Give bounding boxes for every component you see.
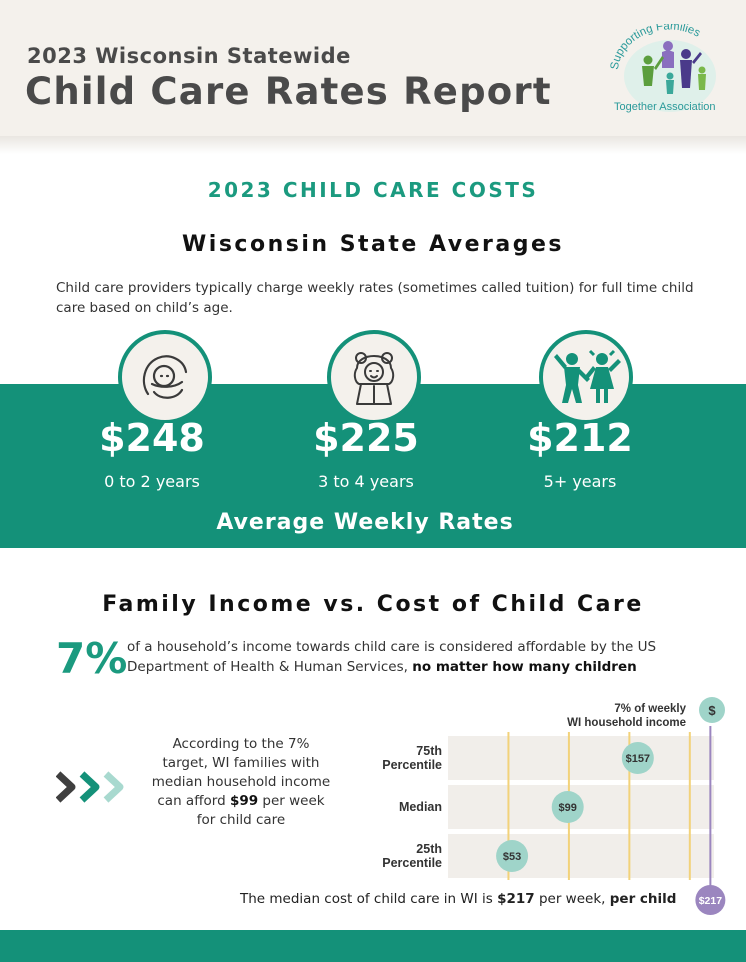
affordability-percent: 7% xyxy=(56,634,128,683)
afford-text-end: per week for child care xyxy=(196,793,325,828)
children-icon xyxy=(554,349,621,403)
toddler-icon xyxy=(353,352,395,405)
category-label: 25th Percentile xyxy=(382,842,442,870)
data-label: $53 xyxy=(503,851,521,863)
chevron-arrows-icon xyxy=(56,771,124,803)
infant-icon xyxy=(142,355,188,399)
rate-price-school-age: $212 xyxy=(527,416,633,460)
data-label: $99 xyxy=(559,802,577,814)
intro-text: Child care providers typically charge we… xyxy=(56,280,694,316)
median-cost-note: The median cost of child care in WI is $… xyxy=(240,891,676,907)
rate-price-infant: $248 xyxy=(99,416,205,460)
afford-text: According to the 7% target, WI families … xyxy=(150,735,332,830)
organization-logo: Supporting Families Together Association xyxy=(609,24,716,113)
logo-text-bottom: Together Association xyxy=(614,101,716,113)
data-label: $157 xyxy=(626,753,650,765)
rate-age-infant: 0 to 2 years xyxy=(104,472,200,491)
data-point xyxy=(496,840,529,872)
family-figures-icon xyxy=(642,41,706,94)
median-cost-per-child: per child xyxy=(609,891,677,907)
report-title: Child Care Rates Report xyxy=(25,70,552,113)
affordability-statement: of a household’s income towards child ca… xyxy=(127,637,697,677)
dollar-icon-label: $ xyxy=(708,703,716,718)
rate-age-toddler: 3 to 4 years xyxy=(318,472,414,491)
median-cost-amount: $217 xyxy=(497,891,535,907)
row-band xyxy=(448,834,714,878)
infant-icon-circle xyxy=(118,330,212,424)
row-band xyxy=(448,736,714,780)
income-heading: Family Income vs. Cost of Child Care xyxy=(102,592,644,617)
category-label: Median xyxy=(399,800,442,814)
rate-price-toddler: $225 xyxy=(313,416,419,460)
affordability-statement-bold: no matter how many children xyxy=(412,659,637,675)
income-dot-chart: 7% of weekly WI household income $ $217 75th… xyxy=(382,697,726,915)
rate-age-school-age: 5+ years xyxy=(543,472,617,491)
header-shadow xyxy=(0,136,746,154)
header xyxy=(0,0,746,136)
reference-marker xyxy=(695,885,726,915)
rates-label: Average Weekly Rates xyxy=(216,510,514,535)
toddler-icon-circle xyxy=(327,330,421,424)
median-cost-text-2: per week, xyxy=(538,891,606,907)
data-point xyxy=(551,791,584,823)
reference-label: $217 xyxy=(699,895,723,907)
category-label: 75th Percentile xyxy=(382,744,442,772)
report-subtitle: 2023 Wisconsin Statewide xyxy=(27,44,351,68)
averages-heading: Wisconsin State Averages xyxy=(182,232,564,257)
dollar-icon xyxy=(699,697,725,723)
data-point xyxy=(621,742,654,774)
children-icon-circle xyxy=(539,330,633,424)
legend-label: 7% of weekly WI household income xyxy=(567,703,686,729)
footer-bar xyxy=(0,930,746,962)
afford-text-main: According to the 7% target, WI families … xyxy=(151,736,331,809)
affordability-statement-text: of a household’s income towards child ca… xyxy=(127,639,657,675)
afford-amount: $99 xyxy=(229,793,259,809)
median-cost-text: The median cost of child care in WI is xyxy=(240,891,493,907)
costs-heading: 2023 CHILD CARE COSTS xyxy=(207,178,539,202)
